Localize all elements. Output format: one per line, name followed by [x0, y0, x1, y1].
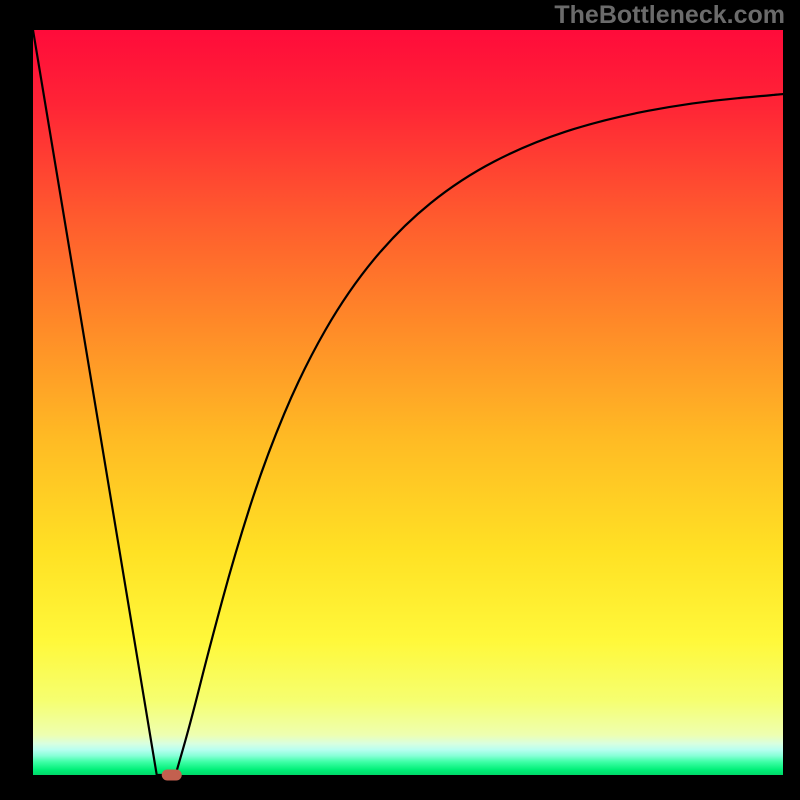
optimum-marker	[162, 770, 182, 781]
frame-bottom	[0, 775, 800, 800]
curve-layer	[33, 30, 783, 775]
bottleneck-curve	[33, 30, 783, 775]
bottleneck-chart: TheBottleneck.com	[0, 0, 800, 800]
frame-right	[783, 0, 800, 800]
frame-left	[0, 0, 33, 800]
watermark-text: TheBottleneck.com	[554, 1, 785, 30]
